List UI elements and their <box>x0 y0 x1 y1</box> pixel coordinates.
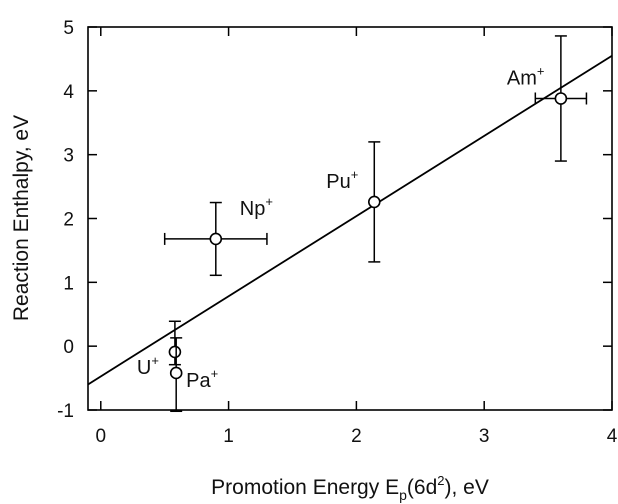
x-axis-title: Promotion Energy Ep(6d2), eV <box>211 473 489 503</box>
data-points: U+Pa+Np+Pu+Am+ <box>137 35 588 413</box>
y-tick-label: 0 <box>63 337 74 358</box>
y-tick-label: 5 <box>63 18 74 39</box>
point-label-element-am: Am <box>507 67 537 89</box>
point-label-pu: Pu+ <box>326 167 358 193</box>
point-label-u: U+ <box>137 353 159 379</box>
x-tick-label: 2 <box>351 426 362 447</box>
data-point-pa <box>169 366 183 380</box>
x-tick-label: 3 <box>479 426 490 447</box>
x-tick-label: 0 <box>95 426 106 447</box>
data-point-pu <box>367 195 381 209</box>
x-tick-label: 1 <box>223 426 234 447</box>
point-label-element-np: Np <box>240 198 266 220</box>
point-label-element-u: U <box>137 357 151 379</box>
x-axis-title-end: ), eV <box>444 476 488 499</box>
axis-ticks <box>88 26 613 411</box>
data-point-u <box>168 345 182 359</box>
y-tick-label: -1 <box>57 401 74 422</box>
point-label-np: Np+ <box>240 194 273 220</box>
tick-labels: 0 1 2 3 4 -1 0 1 2 3 4 5 <box>57 18 618 447</box>
point-label-charge-pa: + <box>211 366 219 381</box>
point-label-charge-np: + <box>265 194 273 209</box>
x-axis-title-mid: (6d <box>407 476 437 499</box>
point-label-charge-pu: + <box>351 167 359 182</box>
point-label-element-pa: Pa <box>186 370 211 392</box>
y-tick-label: 3 <box>63 146 74 167</box>
y-axis-title: Reaction Enthalpy, eV <box>10 115 33 321</box>
y-tick-label: 4 <box>63 82 74 103</box>
data-point-am <box>554 92 568 105</box>
x-axis-title-sup: 2 <box>437 473 444 488</box>
point-label-am: Am+ <box>507 63 545 89</box>
point-label-element-pu: Pu <box>326 171 350 193</box>
y-tick-label: 1 <box>63 273 74 294</box>
fit-line <box>87 54 613 386</box>
y-tick-label: 2 <box>63 210 74 231</box>
point-label-pa: Pa+ <box>186 366 218 392</box>
point-label-charge-am: + <box>537 63 545 78</box>
x-axis-title-main: Promotion Energy E <box>211 476 399 499</box>
x-tick-label: 4 <box>607 426 618 447</box>
data-point-np <box>209 232 223 246</box>
x-axis-title-sub: p <box>399 487 407 503</box>
point-label-charge-u: + <box>151 353 159 368</box>
